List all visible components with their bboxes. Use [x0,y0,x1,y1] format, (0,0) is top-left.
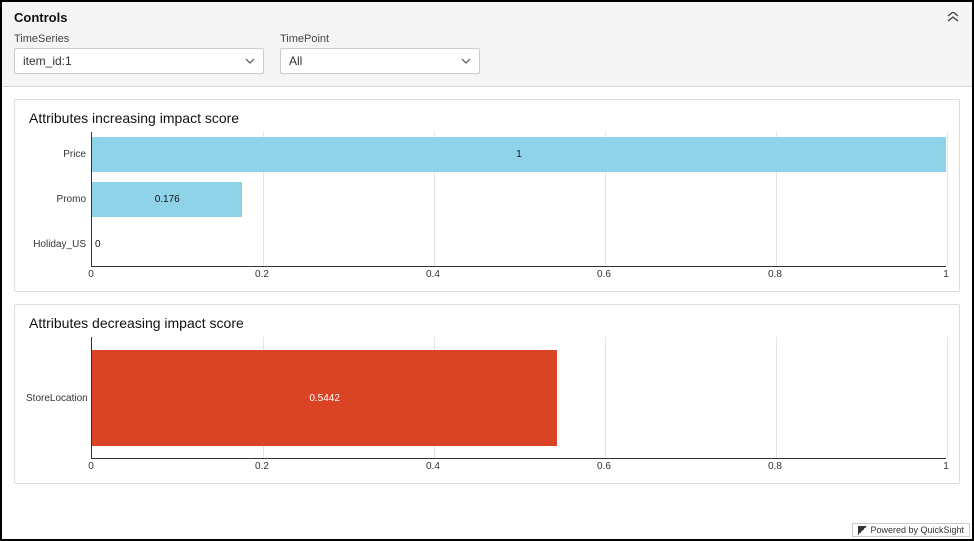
control-timepoint: TimePoint All [280,33,480,74]
control-timeseries: TimeSeries item_id:1 [14,33,264,74]
chart-increasing-plot: Price1Promo0.176Holiday_US0 [91,132,946,267]
chart-decreasing-plot: StoreLocation0.5442 [91,337,946,459]
bar-row: Price1 [92,132,946,177]
timeseries-label: TimeSeries [14,33,264,45]
bar: 0.176 [92,182,242,217]
x-tick-label: 0 [88,269,94,280]
controls-title: Controls [14,10,67,25]
x-tick-label: 0.6 [597,461,611,472]
category-label: Holiday_US [26,239,86,250]
dashboard-body: Attributes increasing impact score Price… [2,87,972,508]
bar-row: Promo0.176 [92,177,946,222]
x-tick-label: 0.4 [426,269,440,280]
quicksight-text: Powered by QuickSight [870,525,964,535]
bar-row: Holiday_US0 [92,222,946,267]
bar-value-label: 0.176 [155,194,180,205]
bar-row: StoreLocation0.5442 [92,337,946,459]
quicksight-badge: Powered by QuickSight [852,523,970,537]
chart-increasing-ticks: 0 0.2 0.4 0.6 0.8 1 [91,267,946,283]
chart-increasing-area: Price1Promo0.176Holiday_US0 00.20.40.60.… [29,132,945,283]
timepoint-label: TimePoint [280,33,480,45]
bar-value-label: 0.5442 [309,393,340,404]
timeseries-value: item_id:1 [23,54,72,68]
category-label: Promo [26,194,86,205]
timepoint-value: All [289,54,302,68]
x-tick-label: 0.2 [255,269,269,280]
chevron-down-icon [245,56,255,67]
collapse-icon[interactable] [946,11,960,24]
quicksight-icon [858,526,867,535]
controls-panel: Controls TimeSeries item_id:1 TimePoint … [2,2,972,87]
control-row: TimeSeries item_id:1 TimePoint All [14,33,960,74]
bar: 0.5442 [92,350,557,445]
chevron-down-icon [461,56,471,67]
x-tick-label: 1 [943,269,949,280]
bar-value-label: 1 [516,149,522,160]
x-tick-label: 0 [88,461,94,472]
timepoint-select[interactable]: All [280,48,480,74]
timeseries-select[interactable]: item_id:1 [14,48,264,74]
x-tick-label: 0.2 [255,461,269,472]
controls-header: Controls [14,10,960,25]
x-tick-label: 0.6 [597,269,611,280]
x-tick-label: 0.8 [768,461,782,472]
chart-increasing-card: Attributes increasing impact score Price… [14,99,960,292]
bar: 1 [92,137,946,172]
x-tick-label: 0.4 [426,461,440,472]
bar-value-label: 0 [95,239,101,250]
chart-decreasing-card: Attributes decreasing impact score Store… [14,304,960,484]
chart-increasing-title: Attributes increasing impact score [29,110,945,126]
category-label: StoreLocation [26,393,86,404]
chart-decreasing-area: StoreLocation0.5442 00.20.40.60.81 [29,337,945,475]
chart-decreasing-title: Attributes decreasing impact score [29,315,945,331]
x-tick-label: 0.8 [768,269,782,280]
category-label: Price [26,149,86,160]
x-tick-label: 1 [943,461,949,472]
chart-decreasing-ticks: 0 0.2 0.4 0.6 0.8 1 [91,459,946,475]
